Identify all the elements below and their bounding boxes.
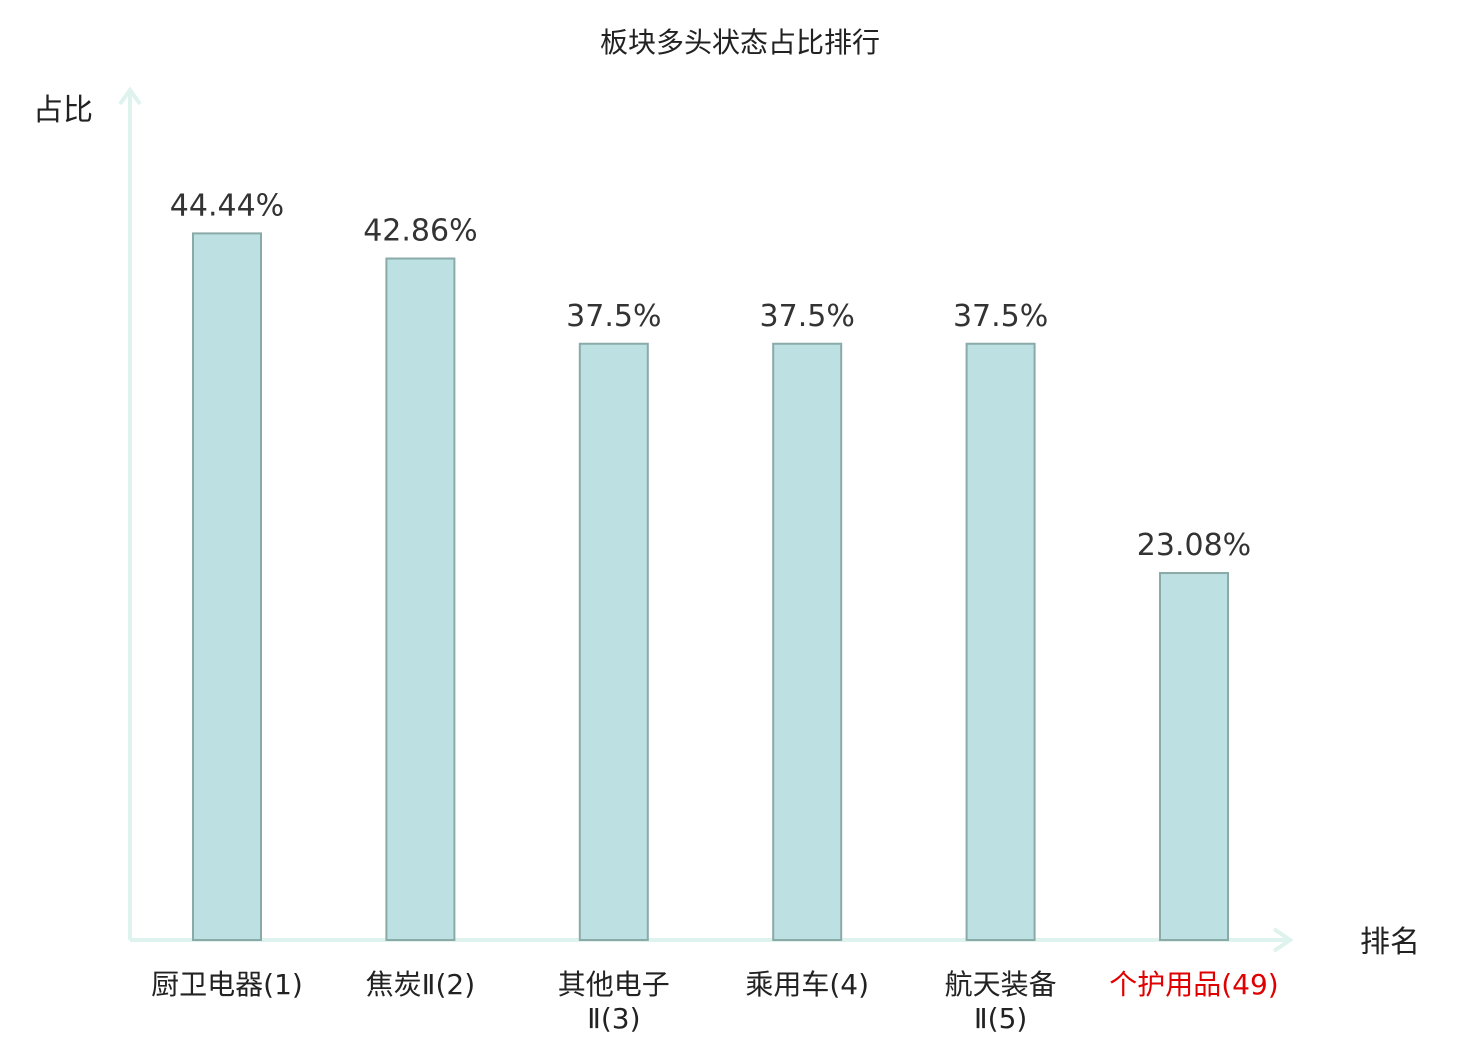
value-labels: 44.44% 42.86% 37.5% 37.5% 37.5% 23.08% [170,188,1251,563]
x-axis-label: 排名 [1360,925,1420,960]
bar [385,257,456,941]
bar-value-label: 37.5% [566,299,661,334]
bar [1159,572,1229,941]
x-tick-label: Ⅱ(5) [974,1002,1027,1035]
y-axis-label: 占比 [33,93,93,128]
x-tick-label: 乘用车(4) [745,968,869,1001]
bar [965,342,1036,941]
chart-title: 板块多头状态占比排行 [600,26,880,59]
bar [772,342,843,941]
bar-value-label: 37.5% [953,299,1048,334]
x-tick-label: 厨卫电器(1) [151,968,303,1001]
bars [192,232,1229,942]
bar-value-label: 44.44% [170,188,284,223]
x-tick-label: Ⅱ(3) [587,1002,640,1035]
bar [578,342,649,941]
x-tick-label: 个护用品(49) [1109,968,1278,1001]
x-tick-label: 其他电子 [558,968,670,1001]
axes [118,86,1294,953]
x-axis-arrow [1272,927,1294,953]
x-tick-label: 焦炭Ⅱ(2) [366,968,475,1001]
bar-value-label: 42.86% [363,214,477,249]
bar-value-label: 23.08% [1137,528,1251,563]
bar-value-label: 37.5% [760,299,855,334]
bar [192,232,262,942]
y-axis-arrow [118,86,142,106]
x-tick-label: 航天装备 [945,968,1057,1001]
